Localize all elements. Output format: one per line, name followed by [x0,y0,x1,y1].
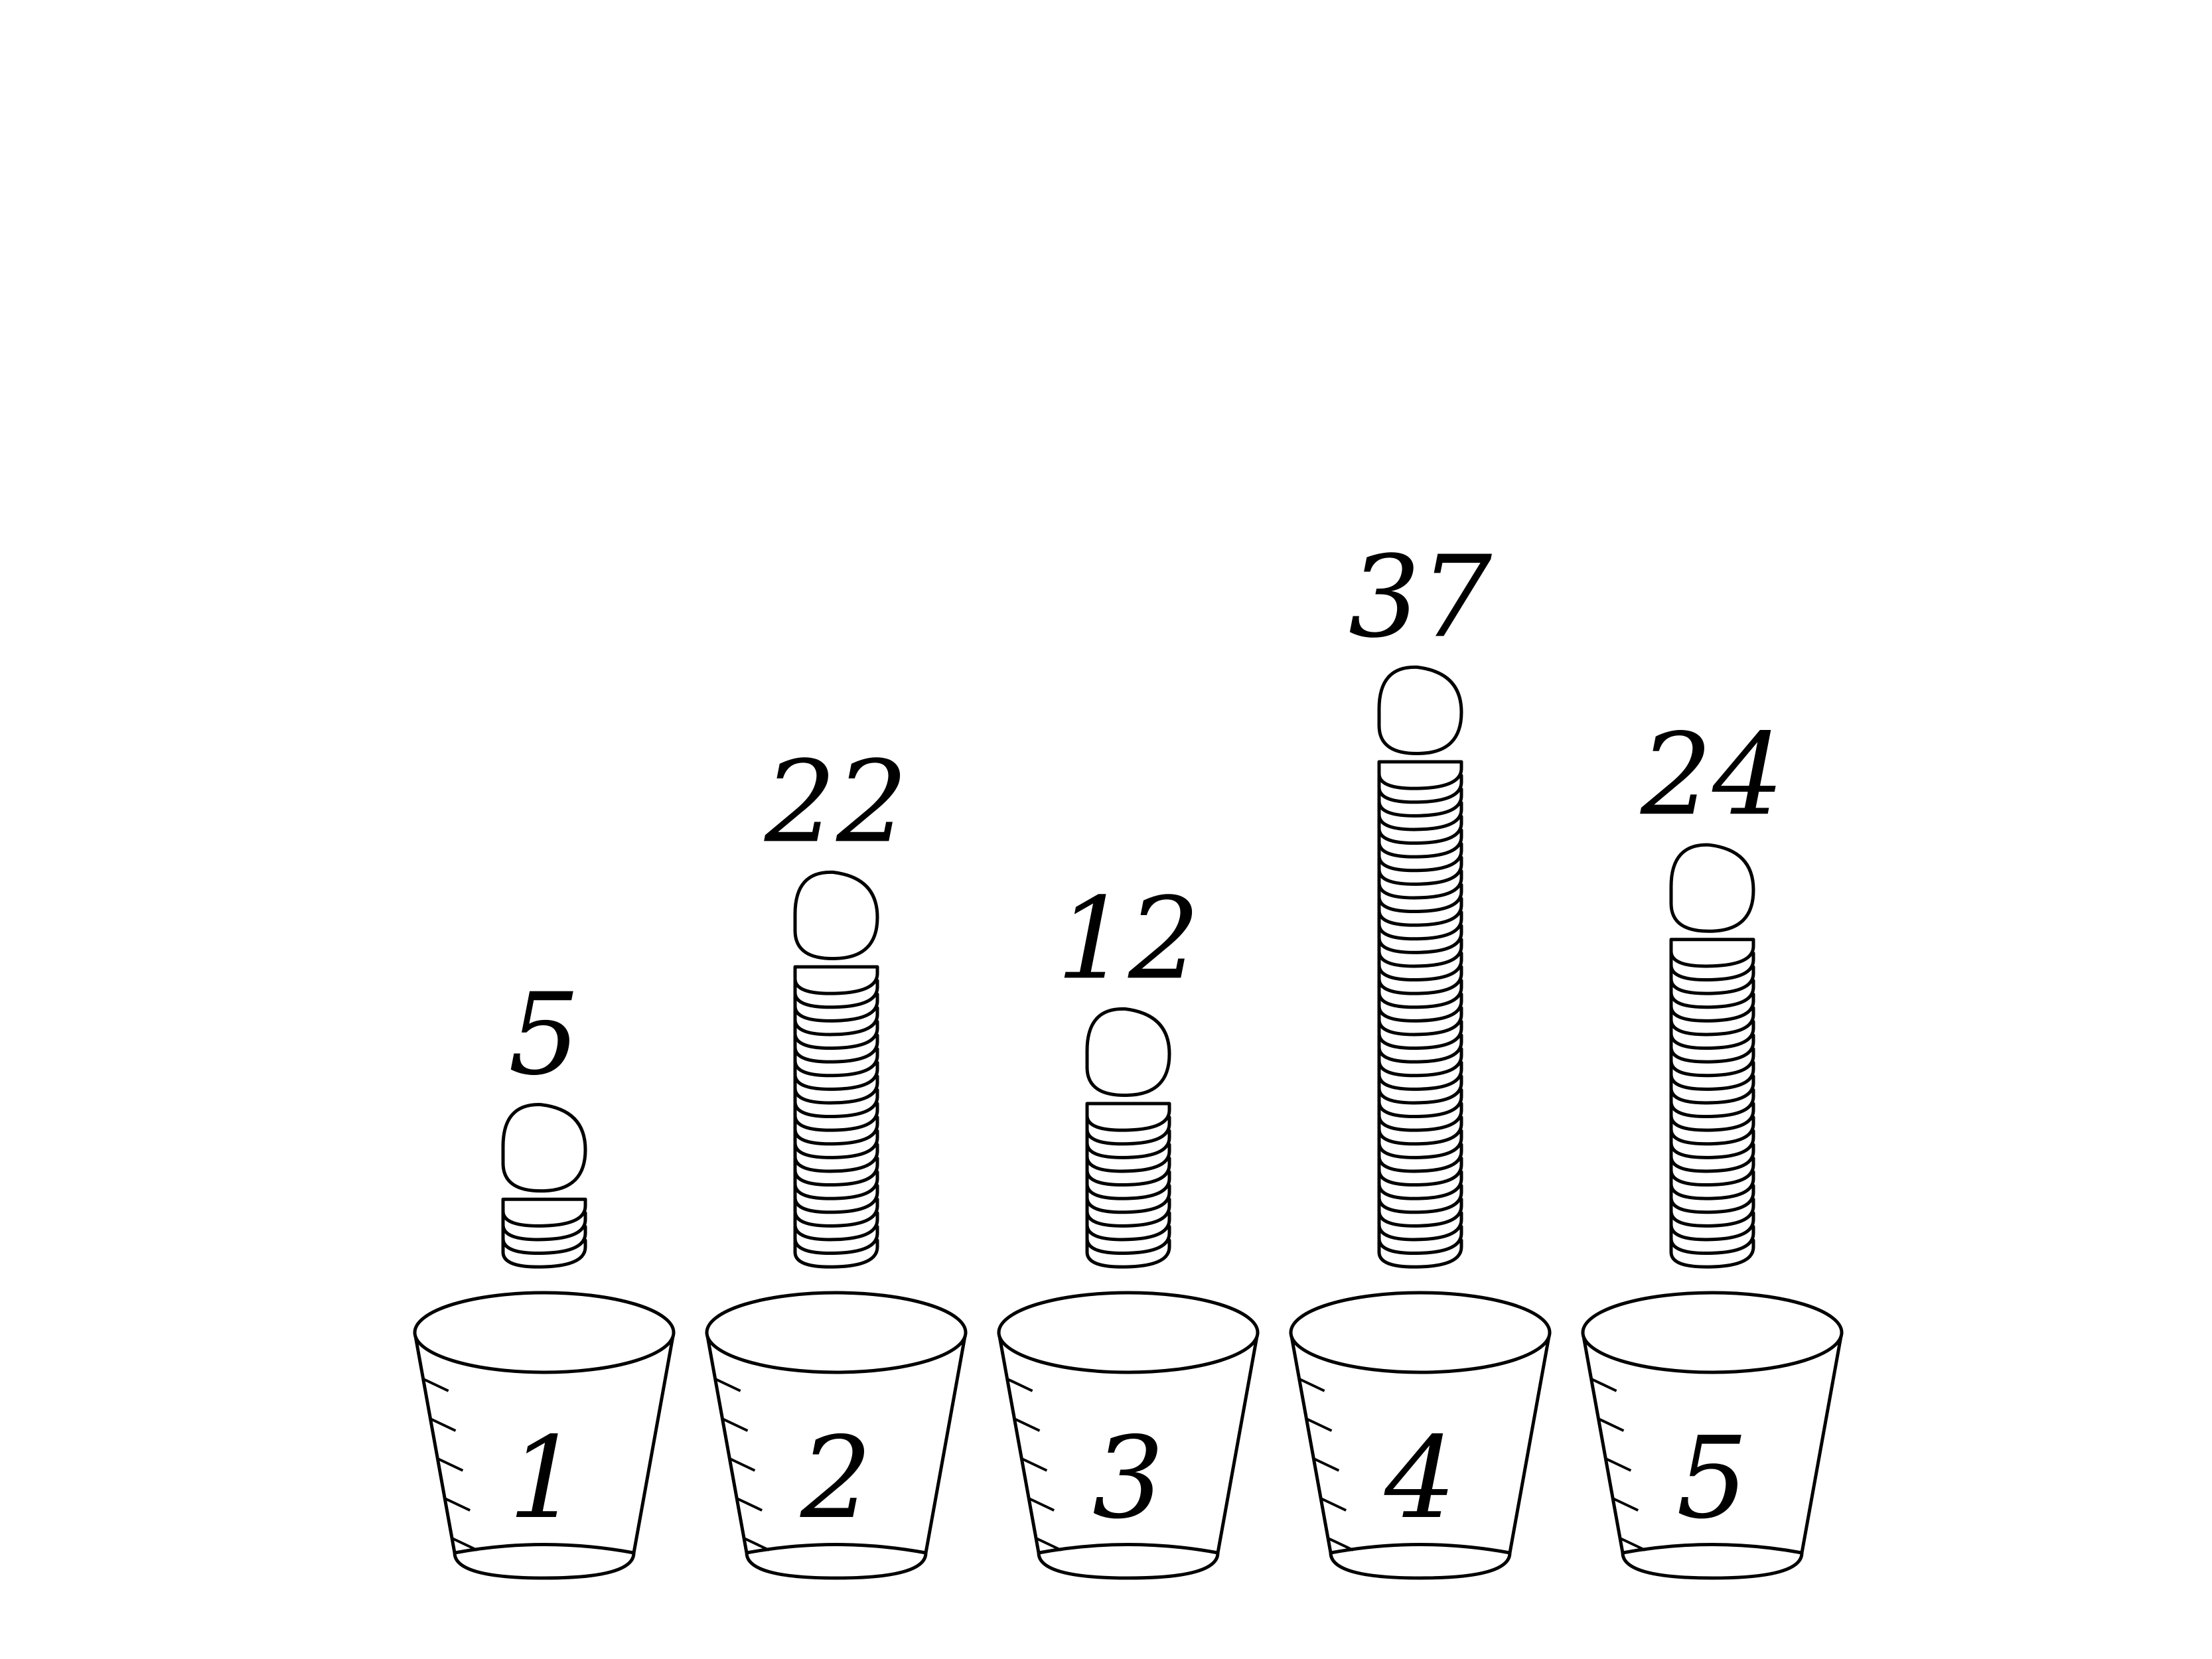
cup-tick-mark [451,1537,478,1551]
coin-count-label: 22 [764,737,908,868]
cup-tick-mark [429,1417,457,1432]
cup-group-3: 3 12 [997,873,1260,1580]
cup-tick-mark [743,1537,770,1551]
cup-tick-mark [1605,1457,1632,1472]
cup: 3 [997,1291,1260,1580]
coin-top [1085,1007,1171,1097]
cup-tick-mark [1320,1497,1347,1512]
cup-number-label: 2 [800,1413,872,1544]
coin-stack [1669,843,1755,1269]
cup-tick-mark [1313,1457,1340,1472]
coin-count-label: 12 [1057,873,1200,1005]
coin-stack [793,870,879,1269]
coin-stack [1377,665,1463,1269]
cup-body [1289,1331,1552,1580]
cup-tick-mark [1590,1378,1617,1392]
cup: 2 [705,1291,968,1580]
coin-stack [501,1103,587,1269]
cup-tick-mark [437,1457,464,1472]
coin-top [793,870,879,960]
cup-tick-mark [1298,1378,1325,1392]
cup-tick-mark [714,1378,741,1392]
coin [1377,760,1463,790]
cup-group-4: 4 37 [1289,532,1552,1580]
cup-tick-mark [1021,1457,1048,1472]
coin-top [1377,665,1463,755]
coin-count-label: 5 [508,970,580,1101]
cup-tick-mark [729,1457,756,1472]
coin-stack [1085,1007,1171,1269]
coin [501,1197,587,1228]
cup-body [413,1331,676,1580]
coin [1085,1102,1171,1132]
cup-group-1: 15 [413,970,676,1580]
cup-body [997,1331,1260,1580]
cup-tick-mark [1612,1497,1639,1512]
cup-tick-mark [444,1497,471,1512]
cup: 5 [1581,1291,1844,1580]
cup-tick-mark [1035,1537,1062,1551]
coin-top [501,1103,587,1193]
cup-tick-mark [1006,1378,1033,1392]
coin [1669,938,1755,968]
cup-number-label: 5 [1676,1413,1748,1544]
cup-tick-mark [1597,1417,1625,1432]
cup-opening [705,1291,968,1374]
coin-top [1669,843,1755,933]
cup-tick-mark [1619,1537,1646,1551]
cup-opening [413,1291,676,1374]
cup-opening [1581,1291,1844,1374]
cup-opening [997,1291,1260,1374]
cup-tick-mark [1305,1417,1333,1432]
coin-count-label: 37 [1349,532,1492,663]
cup-number-label: 3 [1092,1413,1164,1544]
cup-tick-mark [721,1417,749,1432]
cup-tick-mark [1327,1537,1354,1551]
coin-count-label: 24 [1640,709,1784,841]
cup-tick-mark [1013,1417,1041,1432]
cup-tick-mark [736,1497,763,1512]
cup-body [1581,1331,1844,1580]
cup-opening [1289,1291,1552,1374]
cup-tick-mark [1028,1497,1055,1512]
cup-body [705,1331,968,1580]
cup-number-label: 1 [508,1413,580,1544]
cup: 4 [1289,1291,1552,1580]
coin [793,965,879,995]
cup: 1 [413,1291,676,1580]
cup-tick-mark [422,1378,449,1392]
cup-group-2: 222 [705,737,968,1580]
cup-number-label: 4 [1384,1413,1456,1544]
cup-group-5: 5 24 [1581,709,1844,1580]
